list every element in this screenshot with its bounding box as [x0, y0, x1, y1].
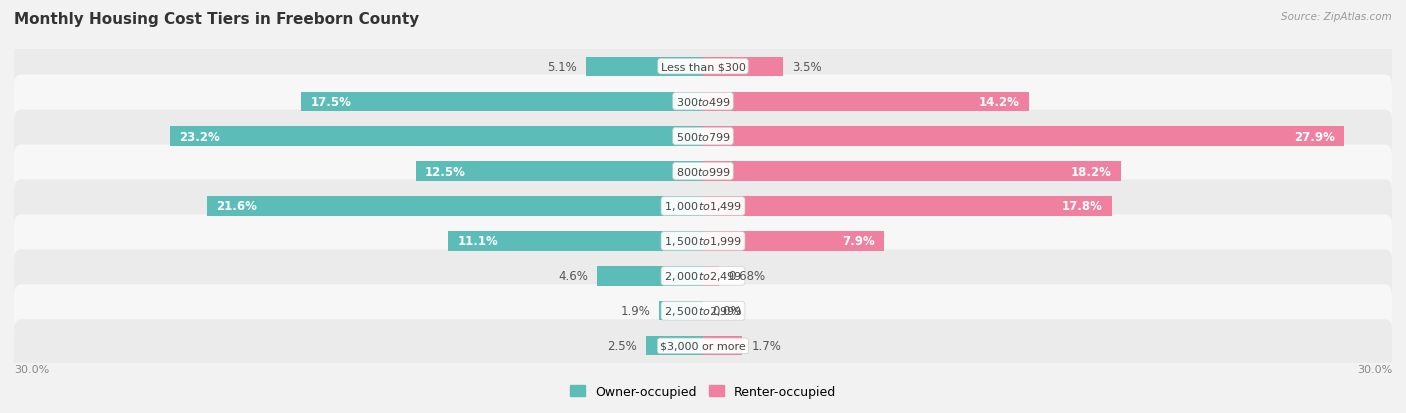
Bar [170, 127, 703, 146]
Text: $500 to $799: $500 to $799 [675, 131, 731, 143]
Text: 12.5%: 12.5% [425, 165, 465, 178]
Bar [703, 337, 742, 356]
Bar [598, 267, 703, 286]
FancyBboxPatch shape [14, 75, 1392, 128]
Text: 21.6%: 21.6% [217, 200, 257, 213]
Bar [449, 232, 703, 251]
Text: 0.68%: 0.68% [728, 270, 765, 283]
Text: 2.5%: 2.5% [606, 339, 637, 352]
Text: Source: ZipAtlas.com: Source: ZipAtlas.com [1281, 12, 1392, 22]
Text: 23.2%: 23.2% [180, 130, 221, 143]
Text: 30.0%: 30.0% [14, 364, 49, 374]
Text: 7.9%: 7.9% [842, 235, 875, 248]
Text: $2,500 to $2,999: $2,500 to $2,999 [664, 305, 742, 318]
Text: 18.2%: 18.2% [1071, 165, 1112, 178]
Text: $2,000 to $2,499: $2,000 to $2,499 [664, 270, 742, 283]
Text: 0.0%: 0.0% [713, 305, 742, 318]
Text: $800 to $999: $800 to $999 [675, 166, 731, 178]
Text: 17.8%: 17.8% [1062, 200, 1102, 213]
Bar [703, 92, 1029, 112]
Text: 14.2%: 14.2% [979, 95, 1019, 108]
Bar [659, 301, 703, 321]
Bar [301, 92, 703, 112]
Bar [703, 57, 783, 76]
Text: $3,000 or more: $3,000 or more [661, 341, 745, 351]
FancyBboxPatch shape [14, 250, 1392, 303]
Bar [416, 162, 703, 181]
Text: 4.6%: 4.6% [558, 270, 588, 283]
FancyBboxPatch shape [14, 285, 1392, 338]
FancyBboxPatch shape [14, 180, 1392, 233]
Text: Monthly Housing Cost Tiers in Freeborn County: Monthly Housing Cost Tiers in Freeborn C… [14, 12, 419, 27]
Legend: Owner-occupied, Renter-occupied: Owner-occupied, Renter-occupied [569, 385, 837, 398]
Bar [207, 197, 703, 216]
FancyBboxPatch shape [14, 40, 1392, 93]
FancyBboxPatch shape [14, 215, 1392, 268]
Text: 27.9%: 27.9% [1294, 130, 1334, 143]
Bar [645, 337, 703, 356]
Bar [703, 127, 1344, 146]
Text: 11.1%: 11.1% [457, 235, 498, 248]
Bar [586, 57, 703, 76]
Text: 3.5%: 3.5% [793, 61, 823, 74]
Text: 5.1%: 5.1% [547, 61, 576, 74]
Text: 30.0%: 30.0% [1357, 364, 1392, 374]
Text: 1.9%: 1.9% [620, 305, 650, 318]
FancyBboxPatch shape [14, 320, 1392, 373]
Text: 1.7%: 1.7% [751, 339, 782, 352]
Text: 17.5%: 17.5% [311, 95, 352, 108]
Bar [703, 197, 1112, 216]
Bar [703, 162, 1121, 181]
Text: $300 to $499: $300 to $499 [675, 96, 731, 108]
Bar [703, 267, 718, 286]
FancyBboxPatch shape [14, 145, 1392, 198]
Text: $1,500 to $1,999: $1,500 to $1,999 [664, 235, 742, 248]
FancyBboxPatch shape [14, 110, 1392, 163]
Text: $1,000 to $1,499: $1,000 to $1,499 [664, 200, 742, 213]
Text: Less than $300: Less than $300 [661, 62, 745, 72]
Bar [703, 232, 884, 251]
